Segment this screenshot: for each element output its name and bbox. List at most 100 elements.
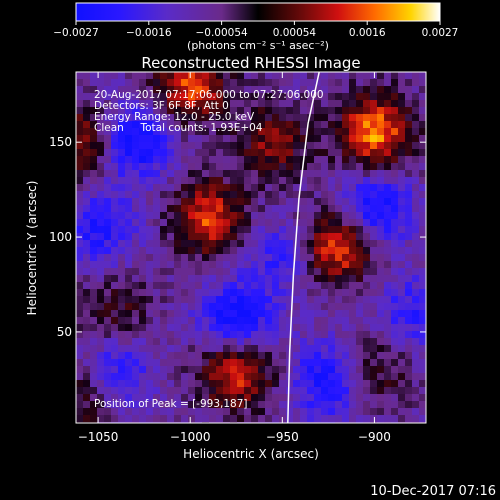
heatmap-cell bbox=[97, 226, 105, 234]
heatmap-cell bbox=[286, 387, 294, 395]
heatmap-cell bbox=[405, 317, 413, 325]
heatmap-cell bbox=[139, 282, 147, 290]
heatmap-cell bbox=[153, 289, 161, 297]
heatmap-cell bbox=[370, 352, 378, 360]
heatmap-cell bbox=[335, 261, 343, 269]
heatmap-cell bbox=[293, 72, 301, 80]
heatmap-cell bbox=[363, 324, 371, 332]
heatmap-cell bbox=[384, 93, 392, 101]
heatmap-cell bbox=[335, 303, 343, 311]
heatmap-cell bbox=[209, 254, 217, 262]
heatmap-cell bbox=[258, 394, 266, 402]
heatmap-cell bbox=[377, 317, 385, 325]
heatmap-cell bbox=[209, 107, 217, 115]
heatmap-cell bbox=[300, 408, 308, 416]
heatmap-cell bbox=[209, 408, 217, 416]
heatmap-cell bbox=[391, 380, 399, 388]
heatmap-cell bbox=[202, 72, 210, 80]
heatmap-cell bbox=[370, 100, 378, 108]
heatmap-cell bbox=[342, 289, 350, 297]
heatmap-cell bbox=[307, 324, 315, 332]
heatmap-cell bbox=[377, 394, 385, 402]
heatmap-cell bbox=[195, 107, 203, 115]
heatmap-cell bbox=[244, 282, 252, 290]
heatmap-cell bbox=[265, 184, 273, 192]
heatmap-cell bbox=[223, 394, 231, 402]
heatmap-cell bbox=[391, 100, 399, 108]
heatmap-cell bbox=[216, 212, 224, 220]
heatmap-cell bbox=[419, 86, 426, 94]
heatmap-cell bbox=[202, 345, 210, 353]
heatmap-cell bbox=[391, 338, 399, 346]
heatmap-cell bbox=[237, 184, 245, 192]
heatmap-cell bbox=[174, 331, 182, 339]
heatmap-cell bbox=[328, 254, 336, 262]
heatmap-cell bbox=[230, 142, 238, 150]
heatmap-cell bbox=[167, 177, 175, 185]
heatmap-cell bbox=[90, 331, 98, 339]
heatmap-cell bbox=[83, 254, 91, 262]
heatmap-cell bbox=[125, 394, 133, 402]
heatmap-cell bbox=[363, 170, 371, 178]
heatmap-cell bbox=[356, 191, 364, 199]
heatmap-cell bbox=[160, 149, 168, 157]
heatmap-cell bbox=[244, 324, 252, 332]
heatmap-cell bbox=[223, 401, 231, 409]
heatmap-cell bbox=[167, 366, 175, 374]
heatmap-cell bbox=[405, 254, 413, 262]
heatmap-cell bbox=[223, 128, 231, 136]
heatmap-cell bbox=[118, 177, 126, 185]
heatmap-cell bbox=[412, 415, 420, 423]
heatmap-cell bbox=[398, 212, 406, 220]
heatmap-cell bbox=[237, 296, 245, 304]
heatmap-cell bbox=[167, 219, 175, 227]
heatmap-cell bbox=[104, 198, 112, 206]
heatmap-cell bbox=[223, 212, 231, 220]
heatmap-cell bbox=[377, 107, 385, 115]
heatmap-cell bbox=[167, 205, 175, 213]
heatmap-cell bbox=[314, 184, 322, 192]
heatmap-cell bbox=[223, 226, 231, 234]
heatmap-cell bbox=[405, 177, 413, 185]
heatmap-cell bbox=[384, 289, 392, 297]
heatmap-cell bbox=[202, 198, 210, 206]
heatmap-cell bbox=[83, 247, 91, 255]
heatmap-cell bbox=[328, 219, 336, 227]
heatmap-cell bbox=[349, 226, 357, 234]
heatmap-cell bbox=[146, 219, 154, 227]
heatmap-cell bbox=[356, 359, 364, 367]
heatmap-cell bbox=[216, 149, 224, 157]
heatmap-cell bbox=[76, 373, 84, 381]
heatmap-cell bbox=[328, 100, 336, 108]
heatmap-cell bbox=[118, 205, 126, 213]
heatmap-cell bbox=[209, 156, 217, 164]
heatmap-cell bbox=[244, 415, 252, 423]
heatmap-cell bbox=[139, 156, 147, 164]
heatmap-cell bbox=[356, 184, 364, 192]
heatmap-cell bbox=[363, 100, 371, 108]
heatmap-cell bbox=[321, 408, 329, 416]
heatmap-cell bbox=[111, 289, 119, 297]
heatmap-cell bbox=[356, 107, 364, 115]
heatmap-cell bbox=[321, 212, 329, 220]
heatmap-cell bbox=[188, 226, 196, 234]
heatmap-cell bbox=[370, 205, 378, 213]
heatmap-cell bbox=[391, 303, 399, 311]
heatmap-cell bbox=[300, 212, 308, 220]
heatmap-cell bbox=[132, 310, 140, 318]
heatmap-cell bbox=[216, 191, 224, 199]
heatmap-cell bbox=[202, 128, 210, 136]
heatmap-cell bbox=[160, 261, 168, 269]
heatmap-cell bbox=[370, 254, 378, 262]
heatmap-cell bbox=[230, 296, 238, 304]
heatmap-cell bbox=[370, 170, 378, 178]
heatmap-cell bbox=[188, 240, 196, 248]
heatmap-cell bbox=[391, 373, 399, 381]
heatmap-cell bbox=[167, 303, 175, 311]
heatmap-cell bbox=[209, 212, 217, 220]
heatmap-cell bbox=[286, 205, 294, 213]
heatmap-cell bbox=[209, 394, 217, 402]
heatmap-cell bbox=[216, 142, 224, 150]
heatmap-cell bbox=[216, 359, 224, 367]
heatmap-cell bbox=[356, 247, 364, 255]
